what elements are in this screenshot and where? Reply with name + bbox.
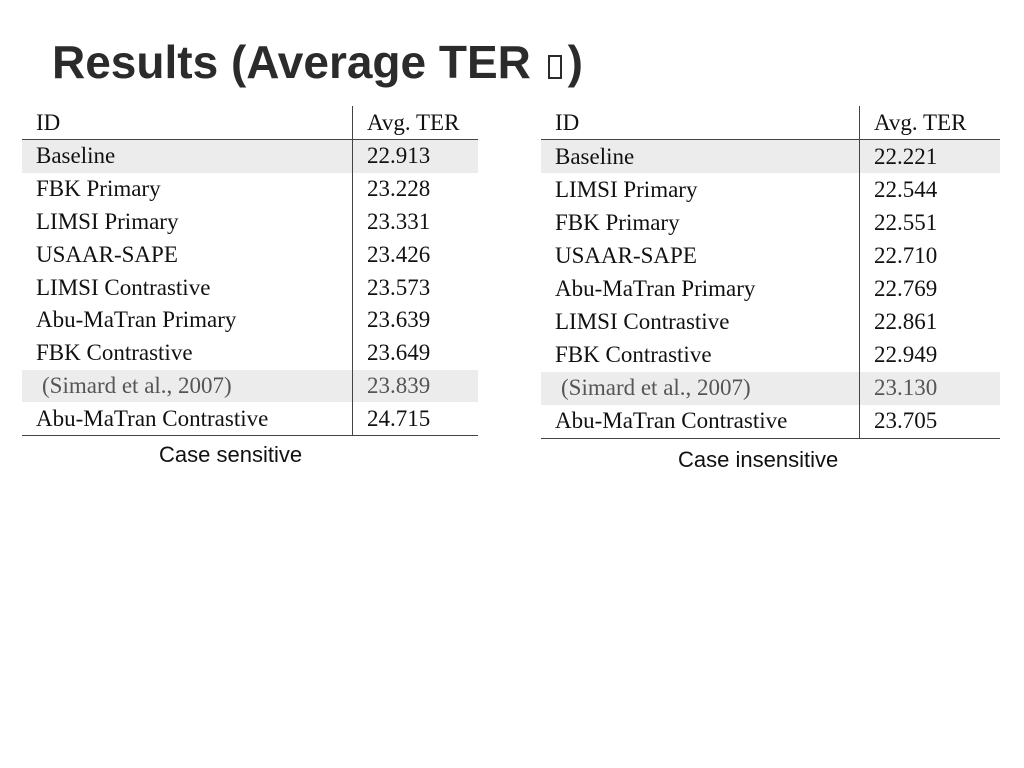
system-id-cell: Abu-MaTran Contrastive	[22, 402, 353, 437]
case-sensitive-caption: Case sensitive	[159, 442, 303, 467]
table-row: USAAR-SAPE 23.426	[22, 238, 478, 272]
avg-ter-cell: 22.949	[874, 342, 938, 368]
table-row: Abu-MaTran Contrastive 23.705	[541, 404, 1000, 439]
table-header-row: ID Avg. TER	[22, 106, 478, 140]
avg-ter-cell: 23.839	[352, 369, 478, 403]
avg-ter-cell: 22.913	[352, 139, 478, 173]
avg-ter-cell: 24.715	[352, 402, 478, 437]
avg-ter-cell: 23.130	[859, 371, 1000, 405]
system-id-cell: Abu-MaTran Primary	[541, 272, 860, 306]
table-row: LIMSI Contrastive 22.861	[541, 305, 1000, 339]
system-id-cell: Baseline	[22, 139, 353, 173]
table-row: FBK Contrastive 23.649	[22, 336, 478, 370]
system-id-cell: LIMSI Contrastive	[22, 271, 353, 304]
avg-ter-cell: 23.639	[367, 307, 431, 333]
table-header-row: ID Avg. TER	[541, 106, 1000, 141]
system-id-cell: (Simard et al., 2007)	[22, 369, 353, 403]
system-id-cell: FBK Contrastive	[541, 338, 860, 372]
table-row: LIMSI Primary 22.544	[541, 173, 1000, 207]
table-body: Baseline 22.221 LIMSI Primary 22.544 FBK Pri…	[541, 139, 1000, 439]
table-row: (Simard et al., 2007) 23.839	[22, 369, 478, 403]
slide-title: Results (Average TER )	[52, 34, 583, 90]
slide-title-close: )	[567, 36, 583, 88]
table-row: FBK Primary 22.551	[541, 206, 1000, 240]
avg-ter-cell: 22.544	[874, 176, 938, 202]
table-row: FBK Contrastive 22.949	[541, 338, 1000, 372]
table-row: (Simard et al., 2007) 23.130	[541, 371, 1000, 405]
table-row: Abu-MaTran Primary 22.769	[541, 272, 1000, 306]
avg-ter-cell: 22.551	[874, 209, 938, 235]
table-row: Baseline 22.913	[22, 139, 478, 173]
table-row: FBK Primary 23.228	[22, 172, 478, 206]
table-row: Abu-MaTran Primary 23.639	[22, 303, 478, 337]
column-header-id: ID	[22, 106, 353, 140]
table-row: USAAR-SAPE 22.710	[541, 239, 1000, 273]
avg-ter-cell: 22.769	[874, 276, 938, 302]
avg-ter-cell: 23.705	[859, 404, 1000, 439]
slide-title-text: Results (Average TER	[52, 36, 544, 88]
system-id-cell: Baseline	[541, 139, 860, 174]
table-row: LIMSI Primary 23.331	[22, 205, 478, 239]
avg-ter-cell: 23.228	[367, 176, 431, 202]
system-id-cell: LIMSI Primary	[22, 205, 353, 239]
table-row: LIMSI Contrastive 23.573	[22, 271, 478, 304]
case-insensitive-caption: Case insensitive	[678, 447, 839, 472]
avg-ter-cell: 23.426	[367, 241, 431, 267]
system-id-cell: Abu-MaTran Contrastive	[541, 404, 860, 439]
avg-ter-cell: 22.710	[874, 242, 938, 268]
avg-ter-cell: 23.573	[367, 274, 431, 300]
system-id-cell: FBK Primary	[22, 172, 353, 206]
avg-ter-cell: 23.331	[367, 208, 431, 234]
system-id-cell: LIMSI Contrastive	[541, 305, 860, 339]
avg-ter-cell: 22.861	[874, 309, 938, 335]
column-header-avg-ter: Avg. TER	[352, 106, 478, 140]
system-id-cell: Abu-MaTran Primary	[22, 303, 353, 337]
case-sensitive-table: ID Avg. TER Baseline 22.913 FBK Primary 23.…	[22, 106, 478, 437]
system-id-cell: (Simard et al., 2007)	[541, 371, 860, 405]
system-id-cell: FBK Contrastive	[22, 336, 353, 370]
system-id-cell: USAAR-SAPE	[541, 239, 860, 273]
avg-ter-cell: 23.649	[367, 340, 431, 366]
table-row: Abu-MaTran Contrastive 24.715	[22, 402, 478, 437]
case-insensitive-table: ID Avg. TER Baseline 22.221 LIMSI Primary 2…	[541, 106, 1000, 439]
column-header-avg-ter: Avg. TER	[859, 106, 1000, 141]
table-row: Baseline 22.221	[541, 139, 1000, 174]
missing-glyph-icon	[547, 55, 562, 79]
column-header-id: ID	[541, 106, 860, 141]
system-id-cell: USAAR-SAPE	[22, 238, 353, 272]
system-id-cell: LIMSI Primary	[541, 173, 860, 207]
avg-ter-cell: 22.221	[859, 139, 1000, 174]
table-body: Baseline 22.913 FBK Primary 23.228 LIMSI Pri…	[22, 139, 478, 437]
system-id-cell: FBK Primary	[541, 206, 860, 240]
